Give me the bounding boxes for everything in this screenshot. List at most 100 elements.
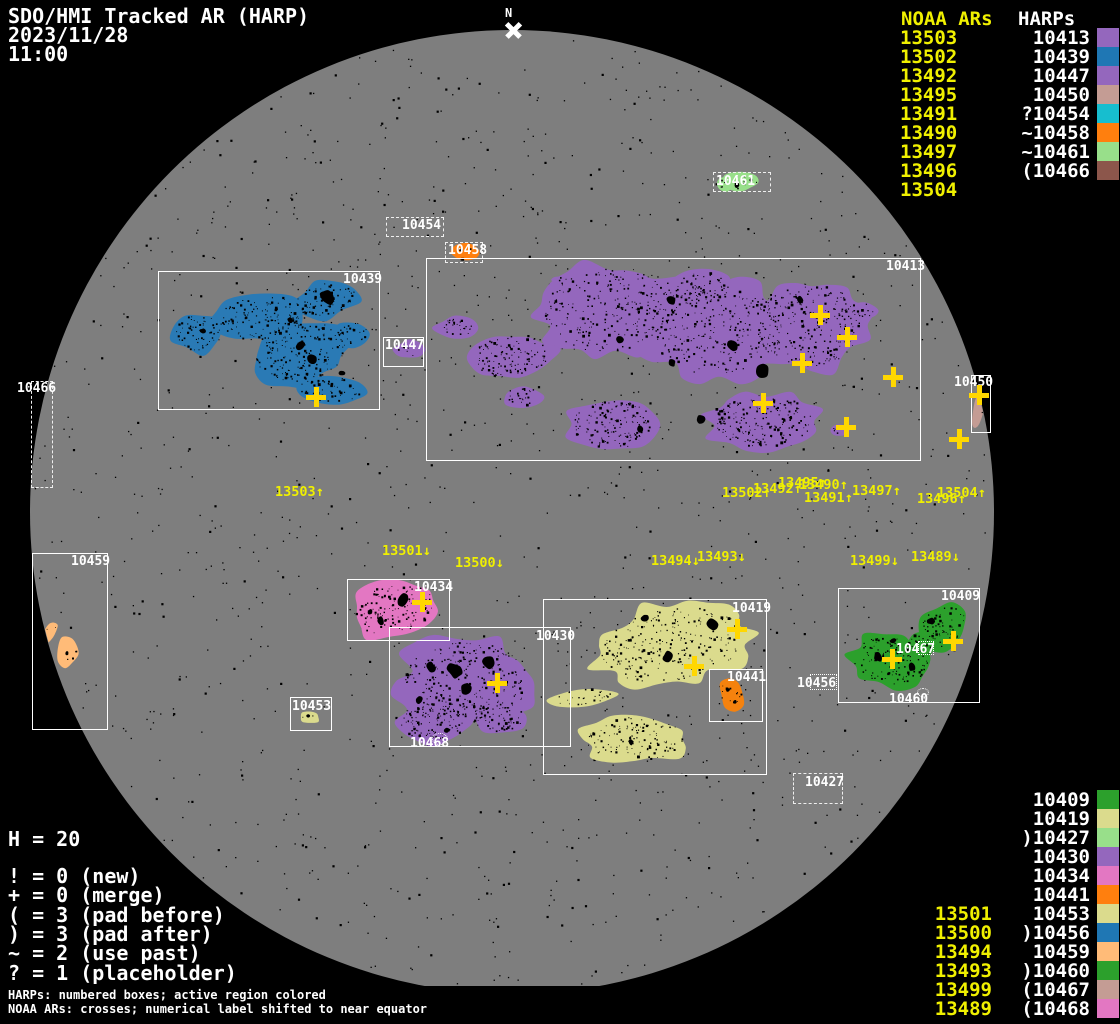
harp-box-10456 (810, 674, 837, 690)
harp-number: ?10454 (1021, 103, 1090, 125)
status-flag-line: ) = 3 (pad after) (8, 921, 213, 946)
noaa-number: 13500 (934, 922, 992, 944)
active-region-10447 (392, 339, 426, 358)
legend-row: 13500)10456 (900, 924, 1090, 943)
active-region-10461 (717, 171, 759, 193)
noaa-label-13502: 13502↑ (722, 485, 771, 501)
legend-row: 13493)10460 (900, 962, 1090, 981)
color-swatch (1097, 885, 1119, 904)
color-swatch (1097, 904, 1119, 923)
color-swatch (1097, 790, 1119, 809)
harp-label-10450: 10450 (954, 375, 994, 390)
harp-box-10441 (709, 669, 763, 722)
color-swatch (1097, 809, 1119, 828)
noaa-label-13491: 13491↑ (804, 490, 853, 506)
noaa-number: 13499 (934, 979, 992, 1001)
noaa-number: 13489 (934, 998, 992, 1020)
legend-row: 13494 10459 (900, 943, 1090, 962)
active-region-10453 (300, 711, 319, 723)
color-swatch (1097, 961, 1119, 980)
date-label: 2023/11/28 (8, 23, 129, 47)
legend-row: 13504 (900, 181, 1090, 200)
harp-label-10447: 10447 (385, 338, 425, 353)
harp-number: 10413 (1032, 27, 1090, 49)
noaa-label-13500: 13500↓ (455, 555, 504, 571)
status-flag-line: ( = 3 (pad before) (8, 902, 225, 927)
harp-label-10427: 10427 (805, 775, 845, 790)
color-swatch (1097, 999, 1119, 1018)
north-label: N (505, 6, 513, 20)
harp-number: 10441 (1032, 884, 1090, 906)
active-region-10434 (354, 579, 438, 641)
harp-label-10466: 10466 (17, 381, 57, 396)
color-swatch (1097, 942, 1119, 961)
legend-row: 13502 10439 (900, 48, 1090, 67)
harp-number: )10427 (1021, 827, 1090, 849)
legend-row: 13490 ~10458 (900, 124, 1090, 143)
noaa-label-13493: 13493↓ (697, 549, 746, 565)
noaa-label-13497: 13497↑ (852, 483, 901, 499)
noaa-label-13489: 13489↓ (911, 549, 960, 565)
active-region-10413 (432, 259, 879, 453)
harp-number: 10450 (1032, 84, 1090, 106)
harp-box-10413 (426, 258, 921, 461)
harp-label-10459: 10459 (71, 554, 111, 569)
noaa-number: 13503 (900, 27, 958, 49)
noaa-cross-icon (810, 305, 830, 325)
harp-label-10456: 10456 (797, 676, 837, 691)
color-swatch (1097, 828, 1119, 847)
harp-box-10459 (32, 553, 108, 730)
noaa-number: 13492 (900, 65, 958, 87)
harp-number: ~10458 (1021, 122, 1090, 144)
color-swatch (1097, 47, 1119, 66)
harp-number: 10459 (1032, 941, 1090, 963)
legend-row: 13491 ?10454 (900, 105, 1090, 124)
noaa-cross-icon (412, 592, 432, 612)
harp-label-10413: 10413 (886, 259, 926, 274)
color-swatch (1097, 104, 1119, 123)
active-region-10441 (719, 678, 745, 712)
harp-number: (10468 (1021, 998, 1090, 1020)
harp-label-10458: 10458 (448, 243, 488, 258)
legend-row: 13489 (10468 (900, 1000, 1090, 1019)
color-swatch (1097, 142, 1119, 161)
harp-label-10439: 10439 (343, 272, 383, 287)
harp-box-10450 (971, 375, 991, 433)
harp-box-10419 (543, 599, 767, 775)
footnote-noaa-ars: NOAA ARs: crosses; numerical label shift… (8, 1002, 428, 1016)
legend-row: 13496 (10466 (900, 162, 1090, 181)
noaa-number: 13490 (900, 122, 958, 144)
legend-row: 10409 (900, 791, 1090, 810)
harp-box-10409 (838, 588, 980, 703)
harp-label-10454: 10454 (402, 218, 442, 233)
harp-number: )10460 (1021, 960, 1090, 982)
harp-label-10461: 10461 (716, 174, 756, 189)
solar-disk (30, 30, 994, 994)
harp-count-line: H = 20 (8, 827, 81, 851)
legend-row: 13492 10447 (900, 67, 1090, 86)
harp-box-10453 (290, 697, 332, 731)
harp-number: 10453 (1032, 903, 1090, 925)
status-flag-line: + = 0 (merge) (8, 883, 165, 908)
noaa-label-13503: 13503↑ (275, 484, 324, 500)
color-swatch (1097, 923, 1119, 942)
active-region-10430 (390, 634, 535, 747)
legend-row: 13497 ~10461 (900, 143, 1090, 162)
harp-box-10467 (918, 641, 934, 655)
active-region-10419 (546, 600, 759, 763)
color-swatch (1097, 123, 1119, 142)
noaa-ars-header: NOAA ARs (901, 8, 993, 30)
harp-number: (10467 (1021, 979, 1090, 1001)
harp-box-10427 (793, 773, 843, 804)
color-swatch (1097, 980, 1119, 999)
noaa-label-13504: 13504↑ (937, 485, 986, 501)
footnote-harps: HARPs: numbered boxes; active region col… (8, 988, 326, 1002)
harp-label-10467: 10467 (896, 642, 936, 657)
footer-strip (0, 986, 1120, 1024)
harp-number: 10430 (1032, 846, 1090, 868)
color-swatch (1097, 161, 1119, 180)
noaa-number: 13495 (900, 84, 958, 106)
